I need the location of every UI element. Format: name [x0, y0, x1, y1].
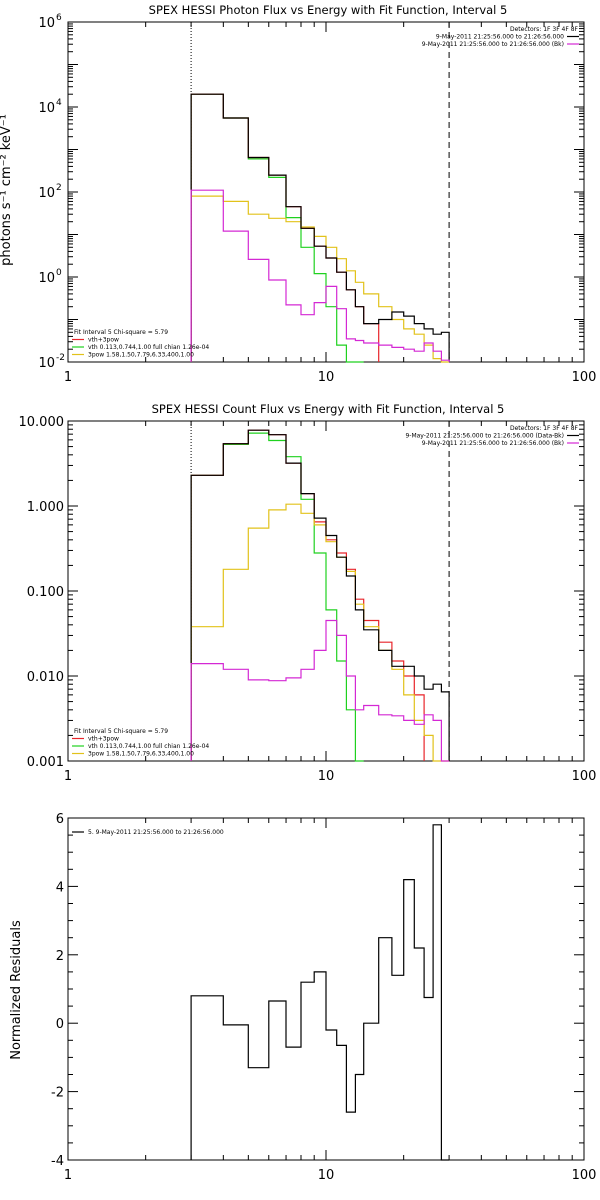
legend-entry-text: Detectors: 1F 3F 4F 8F — [510, 26, 579, 33]
series-total-line — [190, 93, 450, 362]
photon-flux-series — [190, 93, 450, 363]
series-total-line — [190, 429, 450, 761]
legend-entry-text: vth 0.113,0.744,1.00 full chian 1.26e-04 — [88, 344, 209, 351]
y-tick-exponent: -2 — [56, 353, 65, 363]
legend-entry-text: 3pow 1.58,1.50,7.79,6.33,400,1.00 — [88, 352, 194, 359]
legend-entry-text: 9-May-2011 21:25:56.000 to 21:26:56.000 … — [422, 41, 564, 48]
y-tick-label: -2 — [51, 1086, 64, 1101]
residuals-ylabel: Normalized Residuals — [9, 920, 24, 1060]
series-vth-line — [190, 432, 364, 762]
x-tick-label: 100 — [572, 769, 597, 784]
y-tick-exponent: 6 — [56, 13, 62, 23]
photon-flux-panel: SPEX HESSI Photon Flux vs Energy with Fi… — [0, 3, 596, 385]
legend-entry-text: Detectors: 1F 3F 4F 8F — [510, 425, 579, 432]
count-flux-panel: SPEX HESSI Count Flux vs Energy with Fit… — [19, 402, 597, 784]
y-tick-label: 0.001 — [27, 755, 64, 770]
x-tick-label: 10 — [318, 769, 335, 784]
residuals-y-ticks: -4 -2 0 2 4 6 — [51, 812, 584, 1169]
legend-entry-text: 3pow 1.58,1.50,7.79,6.33,400,1.00 — [88, 751, 194, 758]
y-tick-exponent: 2 — [56, 183, 62, 193]
series-background-line — [190, 619, 450, 762]
legend-entry-text: vth 0.113,0.744,1.00 full chian 1.26e-04 — [88, 743, 209, 750]
series-pow-line — [190, 195, 450, 363]
count-flux-y-ticks: 0.001 0.010 0.100 1.000 10.000 — [19, 415, 584, 770]
residuals-panel: Normalized Residuals 1 10 100 -4 -2 0 2 4 6 5. … — [9, 812, 596, 1183]
legend-entry-text: 5. 9-May-2011 21:25:56.000 to 21:26:56.0… — [88, 829, 224, 836]
y-tick-label: 2 — [56, 949, 64, 964]
count-flux-fit-range-lines — [190, 421, 450, 761]
y-tick-exponent: 0 — [56, 268, 62, 278]
y-tick-label: 0.010 — [27, 670, 64, 685]
legend-entry-text: vth+3pow — [88, 736, 119, 743]
x-tick-label: 100 — [572, 370, 597, 385]
y-tick-label: 10 — [38, 101, 55, 116]
residuals-x-ticks: 1 10 100 — [64, 818, 597, 1183]
count-flux-series — [190, 429, 450, 762]
x-tick-label: 1 — [64, 769, 72, 784]
y-tick-label: 1.000 — [27, 500, 64, 515]
y-tick-label: 0 — [56, 1017, 64, 1032]
series-vth_3pow-line — [190, 93, 380, 362]
x-tick-label: 10 — [318, 370, 335, 385]
photon-flux-title: SPEX HESSI Photon Flux vs Energy with Fi… — [149, 3, 508, 17]
photon-flux-fit-range-lines — [190, 22, 450, 362]
legend-entry-text: vth+3pow — [88, 337, 119, 344]
x-tick-label: 100 — [572, 1168, 597, 1183]
photon-flux-legend-top-right: Detectors: 1F 3F 4F 8F9-May-2011 21:25:5… — [422, 26, 579, 48]
photon-flux-ylabel: photons s⁻¹ cm⁻² keV⁻¹ — [0, 114, 14, 266]
x-tick-label: 1 — [64, 370, 72, 385]
legend-entry-text: 9-May-2011 21:25:56.000 to 21:26:56.000 — [436, 34, 564, 41]
series-vth-line — [190, 93, 364, 363]
y-tick-label: 0.100 — [27, 585, 64, 600]
y-tick-label: 10.000 — [19, 415, 65, 430]
y-tick-exponent: 4 — [56, 98, 62, 108]
y-tick-label: 10 — [38, 271, 55, 286]
legend-entry-text: 9-May-2011 21:25:56.000 to 21:26:56.000 … — [422, 440, 564, 447]
legend-entry-text: 9-May-2011 21:25:56.000 to 21:26:56.000 … — [405, 433, 564, 440]
series-vth_3pow-line — [190, 429, 425, 761]
legend-entry-text: Fit Interval 5 Chi-square = 5.79 — [74, 728, 168, 735]
y-tick-label: 10 — [38, 356, 55, 371]
residuals-legend: 5. 9-May-2011 21:25:56.000 to 21:26:56.0… — [72, 829, 224, 836]
x-tick-label: 1 — [64, 1168, 72, 1183]
y-tick-label: -4 — [51, 1154, 64, 1169]
series-background-line — [190, 189, 450, 362]
y-tick-label: 10 — [38, 16, 55, 31]
series-residual-line — [190, 824, 450, 1161]
count-flux-title: SPEX HESSI Count Flux vs Energy with Fit… — [152, 402, 505, 416]
y-tick-label: 10 — [38, 186, 55, 201]
count-flux-legend-top-right: Detectors: 1F 3F 4F 8F9-May-2011 21:25:5… — [405, 425, 579, 447]
legend-entry-text: Fit Interval 5 Chi-square = 5.79 — [74, 329, 168, 336]
y-tick-label: 4 — [56, 880, 64, 895]
residuals-series — [190, 824, 450, 1161]
count-flux-x-ticks: 1 10 100 — [64, 421, 597, 784]
y-tick-label: 6 — [56, 812, 64, 827]
series-pow-line — [190, 503, 450, 762]
photon-flux-legend-fit: Fit Interval 5 Chi-square = 5.79vth+3pow… — [72, 329, 209, 359]
photon-flux-axes-box — [67, 21, 585, 363]
count-flux-legend-fit: Fit Interval 5 Chi-square = 5.79vth+3pow… — [72, 728, 209, 758]
x-tick-label: 10 — [318, 1168, 335, 1183]
